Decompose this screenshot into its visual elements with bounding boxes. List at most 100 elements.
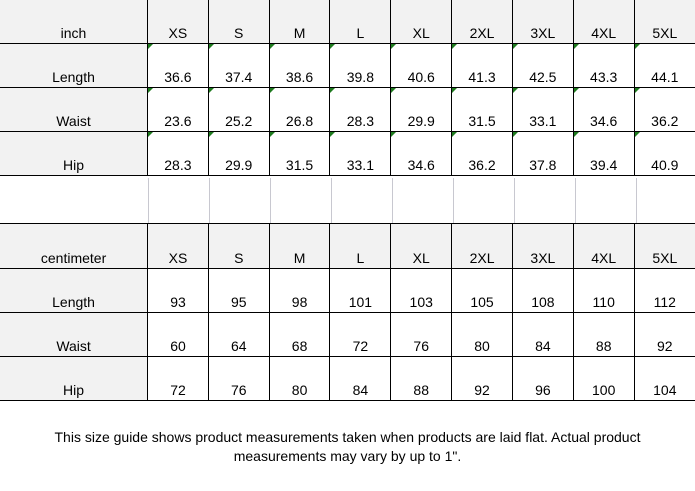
measurement-cell: 33.1 (511, 87, 574, 132)
spacer-row (0, 178, 695, 223)
size-header-4xl: 4XL (572, 0, 635, 44)
measurement-cell: 26.8 (268, 87, 331, 132)
measurement-cell: 96 (511, 356, 574, 401)
gridline (636, 178, 637, 223)
measurement-cell: 23.6 (146, 87, 209, 132)
measurement-cell: 88 (390, 356, 453, 401)
measurement-cell: 31.5 (451, 87, 513, 132)
size-header-5xl: 5XL (633, 223, 695, 269)
measurement-cell: 76 (390, 312, 453, 357)
measurement-cell: 95 (207, 268, 270, 313)
gridline (514, 178, 515, 223)
gridline (575, 178, 576, 223)
centimeter-size-table: centimeter XS S M L XL 2XL 3XL 4XL 5XL Length 93 95 9… (0, 223, 695, 401)
size-header-xl: XL (390, 223, 453, 269)
measurement-cell: 36.6 (146, 43, 209, 88)
measurement-cell: 34.6 (390, 131, 453, 176)
size-header-l: L (329, 0, 392, 44)
gridline (148, 178, 149, 223)
measurement-cell: 68 (268, 312, 331, 357)
header-row: centimeter XS S M L XL 2XL 3XL 4XL 5XL (0, 223, 695, 269)
measurement-cell: 25.2 (207, 87, 270, 132)
measurement-cell: 33.1 (329, 131, 392, 176)
measurement-cell: 110 (572, 268, 635, 313)
table-row-hip: Hip 72 76 80 84 88 92 96 100 104 (0, 356, 695, 401)
row-label: Hip (0, 356, 149, 401)
measurement-cell: 92 (633, 312, 695, 357)
row-label: Hip (0, 131, 148, 176)
measurement-cell: 72 (147, 356, 209, 401)
measurement-cell: 37.4 (207, 43, 270, 88)
measurement-cell: 92 (451, 356, 513, 401)
measurement-cell: 34.6 (572, 87, 635, 132)
size-header-m: M (268, 223, 331, 269)
gridline (331, 178, 332, 223)
measurement-cell: 80 (451, 312, 513, 357)
size-header-3xl: 3XL (511, 0, 574, 44)
size-header-xl: XL (390, 0, 453, 44)
measurement-cell: 88 (572, 312, 635, 357)
measurement-cell: 101 (329, 268, 392, 313)
gridline (209, 178, 210, 223)
size-header-l: L (329, 223, 392, 269)
inch-size-table: inch XS S M L XL 2XL 3XL 4XL 5XL Length 36.6 37.4 38.… (0, 0, 695, 176)
measurement-cell: 64 (207, 312, 270, 357)
size-header-2xl: 2XL (451, 223, 513, 269)
row-label: Waist (0, 312, 149, 357)
measurement-cell: 43.3 (572, 43, 635, 88)
measurement-cell: 36.2 (633, 87, 695, 132)
table-row-waist: Waist 60 64 68 72 76 80 84 88 92 (0, 312, 695, 357)
measurement-cell: 100 (572, 356, 635, 401)
size-header-2xl: 2XL (451, 0, 513, 44)
size-header-xs: XS (147, 223, 209, 269)
table-row-length: Length 36.6 37.4 38.6 39.8 40.6 41.3 42.5 43.3 44… (0, 43, 695, 88)
measurement-cell: 42.5 (511, 43, 574, 88)
row-label: Length (0, 268, 149, 313)
gridline (270, 178, 271, 223)
measurement-cell: 84 (511, 312, 574, 357)
size-header-3xl: 3XL (511, 223, 574, 269)
measurement-cell: 93 (147, 268, 209, 313)
measurement-cell: 103 (390, 268, 453, 313)
measurement-cell: 40.6 (390, 43, 453, 88)
measurement-cell: 98 (268, 268, 331, 313)
size-header-m: M (268, 0, 331, 44)
measurement-cell: 29.9 (207, 131, 270, 176)
measurement-cell: 37.8 (511, 131, 574, 176)
unit-label: inch (0, 0, 148, 44)
gridline (392, 178, 393, 223)
measurement-cell: 105 (451, 268, 513, 313)
table-row-hip: Hip 28.3 29.9 31.5 33.1 34.6 36.2 37.8 39.4 40.9 (0, 131, 695, 176)
measurement-cell: 28.3 (329, 87, 392, 132)
measurement-cell: 39.8 (329, 43, 392, 88)
measurement-cell: 38.6 (268, 43, 331, 88)
size-header-5xl: 5XL (633, 0, 695, 44)
table-row-waist: Waist 23.6 25.2 26.8 28.3 29.9 31.5 33.1 34.6 36.… (0, 87, 695, 132)
measurement-cell: 84 (329, 356, 392, 401)
measurement-cell: 40.9 (633, 131, 695, 176)
measurement-cell: 80 (268, 356, 331, 401)
measurement-cell: 39.4 (572, 131, 635, 176)
measurement-cell: 28.3 (146, 131, 209, 176)
measurement-cell: 44.1 (633, 43, 695, 88)
row-label: Length (0, 43, 148, 88)
gridline (453, 178, 454, 223)
measurement-cell: 29.9 (390, 87, 453, 132)
size-header-xs: XS (146, 0, 209, 44)
measurement-cell: 76 (207, 356, 270, 401)
measurement-cell: 108 (511, 268, 574, 313)
header-row: inch XS S M L XL 2XL 3XL 4XL 5XL (0, 0, 695, 44)
measurement-cell: 41.3 (451, 43, 513, 88)
size-guide-caption: This size guide shows product measuremen… (54, 429, 641, 464)
measurement-cell: 72 (329, 312, 392, 357)
size-header-4xl: 4XL (572, 223, 635, 269)
measurement-cell: 36.2 (451, 131, 513, 176)
measurement-cell: 112 (633, 268, 695, 313)
size-header-s: S (207, 223, 270, 269)
table-row-length: Length 93 95 98 101 103 105 108 110 112 (0, 268, 695, 313)
unit-label: centimeter (0, 223, 149, 269)
measurement-cell: 104 (633, 356, 695, 401)
measurement-cell: 60 (147, 312, 209, 357)
measurement-cell: 31.5 (268, 131, 331, 176)
size-header-s: S (207, 0, 270, 44)
